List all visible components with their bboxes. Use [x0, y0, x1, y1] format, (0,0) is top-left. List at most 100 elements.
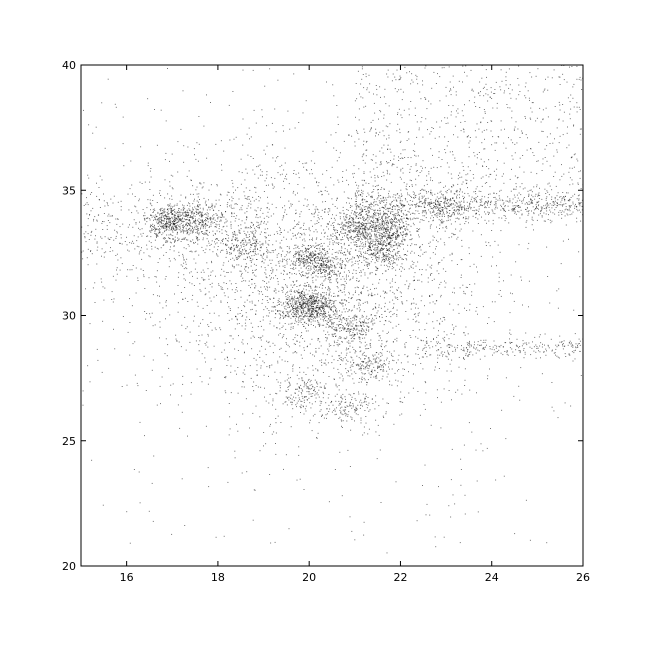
scatter-point: [284, 209, 286, 211]
scatter-point: [313, 295, 314, 297]
scatter-point: [179, 215, 181, 217]
scatter-point: [329, 271, 331, 273]
scatter-point: [328, 303, 330, 305]
scatter-point: [265, 153, 266, 155]
scatter-point: [369, 203, 371, 205]
scatter-point: [292, 308, 294, 310]
scatter-point: [300, 392, 302, 393]
scatter-point: [218, 228, 220, 230]
scatter-point: [257, 217, 259, 219]
scatter-point: [305, 294, 307, 296]
scatter-point: [360, 226, 362, 228]
scatter-point: [306, 303, 308, 305]
scatter-point: [340, 337, 342, 339]
scatter-point: [210, 223, 212, 225]
scatter-point: [302, 294, 304, 296]
scatter-point: [166, 228, 168, 230]
scatter-point: [220, 301, 222, 303]
scatter-point: [340, 278, 342, 280]
scatter-point: [136, 210, 138, 212]
scatter-point: [301, 389, 303, 391]
scatter-point: [307, 261, 309, 263]
scatter-point: [300, 259, 302, 261]
scatter-point: [381, 354, 383, 356]
scatter-point: [313, 309, 315, 311]
scatter-point: [175, 226, 176, 228]
scatter-point: [225, 221, 227, 223]
scatter-point: [393, 313, 395, 315]
scatter-point: [359, 260, 360, 262]
scatter-point: [313, 299, 315, 301]
scatter-point: [182, 206, 184, 208]
scatter-point: [215, 213, 217, 215]
scatter-point: [169, 314, 171, 316]
scatter-point: [266, 247, 268, 249]
scatter-point: [321, 302, 323, 304]
scatter-point: [182, 238, 183, 240]
scatter-point: [301, 377, 303, 379]
scatter-point: [285, 254, 287, 256]
scatter-point: [497, 244, 499, 246]
scatter-point: [344, 225, 346, 227]
scatter-point: [458, 210, 460, 212]
scatter-point: [333, 378, 335, 380]
scatter-point: [289, 290, 291, 292]
scatter-point: [322, 307, 324, 309]
scatter-point: [297, 306, 299, 308]
scatter-point: [161, 207, 163, 209]
scatter-point: [361, 314, 363, 316]
scatter-point: [310, 379, 312, 381]
scatter-point: [236, 259, 238, 260]
scatter-point: [309, 296, 311, 298]
scatter-point: [172, 175, 174, 177]
scatter-point: [208, 206, 210, 208]
scatter-point: [360, 271, 362, 273]
scatter-point: [397, 359, 399, 361]
scatter-point: [435, 213, 437, 215]
scatter-point: [198, 218, 200, 220]
scatter-point: [360, 223, 362, 225]
scatter-point: [342, 260, 344, 262]
scatter-point: [285, 175, 286, 177]
scatter-point: [337, 223, 339, 225]
scatter-point: [373, 241, 375, 243]
scatter-point: [285, 284, 286, 286]
scatter-point: [369, 171, 371, 173]
scatter-point: [333, 296, 334, 297]
scatter-point: [313, 390, 315, 392]
scatter-point: [307, 304, 309, 306]
scatter-point: [366, 252, 368, 254]
scatter-point: [226, 225, 228, 227]
scatter-point: [191, 216, 193, 218]
scatter-point: [320, 260, 322, 262]
scatter-point: [318, 257, 320, 259]
scatter-point: [370, 261, 372, 263]
scatter-point: [366, 261, 368, 263]
scatter-point: [244, 197, 246, 199]
scatter-point: [353, 334, 355, 336]
scatter-point: [206, 305, 208, 306]
scatter-point: [439, 203, 441, 205]
scatter-point: [393, 303, 395, 305]
scatter-point: [294, 303, 296, 305]
scatter-point: [242, 144, 244, 146]
scatter-point: [346, 216, 348, 218]
scatter-point: [185, 224, 187, 225]
scatter-point: [339, 315, 341, 316]
scatter-point: [288, 386, 290, 387]
scatter-point: [363, 235, 365, 237]
scatter-point: [224, 390, 226, 392]
scatter-point: [387, 236, 389, 238]
scatter-point: [467, 333, 469, 335]
scatter-point: [327, 304, 329, 306]
scatter-point: [405, 228, 406, 230]
scatter-point: [319, 404, 321, 406]
scatter-point: [306, 298, 308, 300]
scatter-point: [315, 261, 317, 263]
scatter-point: [144, 218, 146, 220]
scatter-point: [360, 324, 361, 326]
scatter-point: [372, 154, 374, 156]
scatter-point: [266, 257, 268, 259]
scatter-point: [458, 356, 460, 358]
scatter-point: [463, 292, 465, 294]
